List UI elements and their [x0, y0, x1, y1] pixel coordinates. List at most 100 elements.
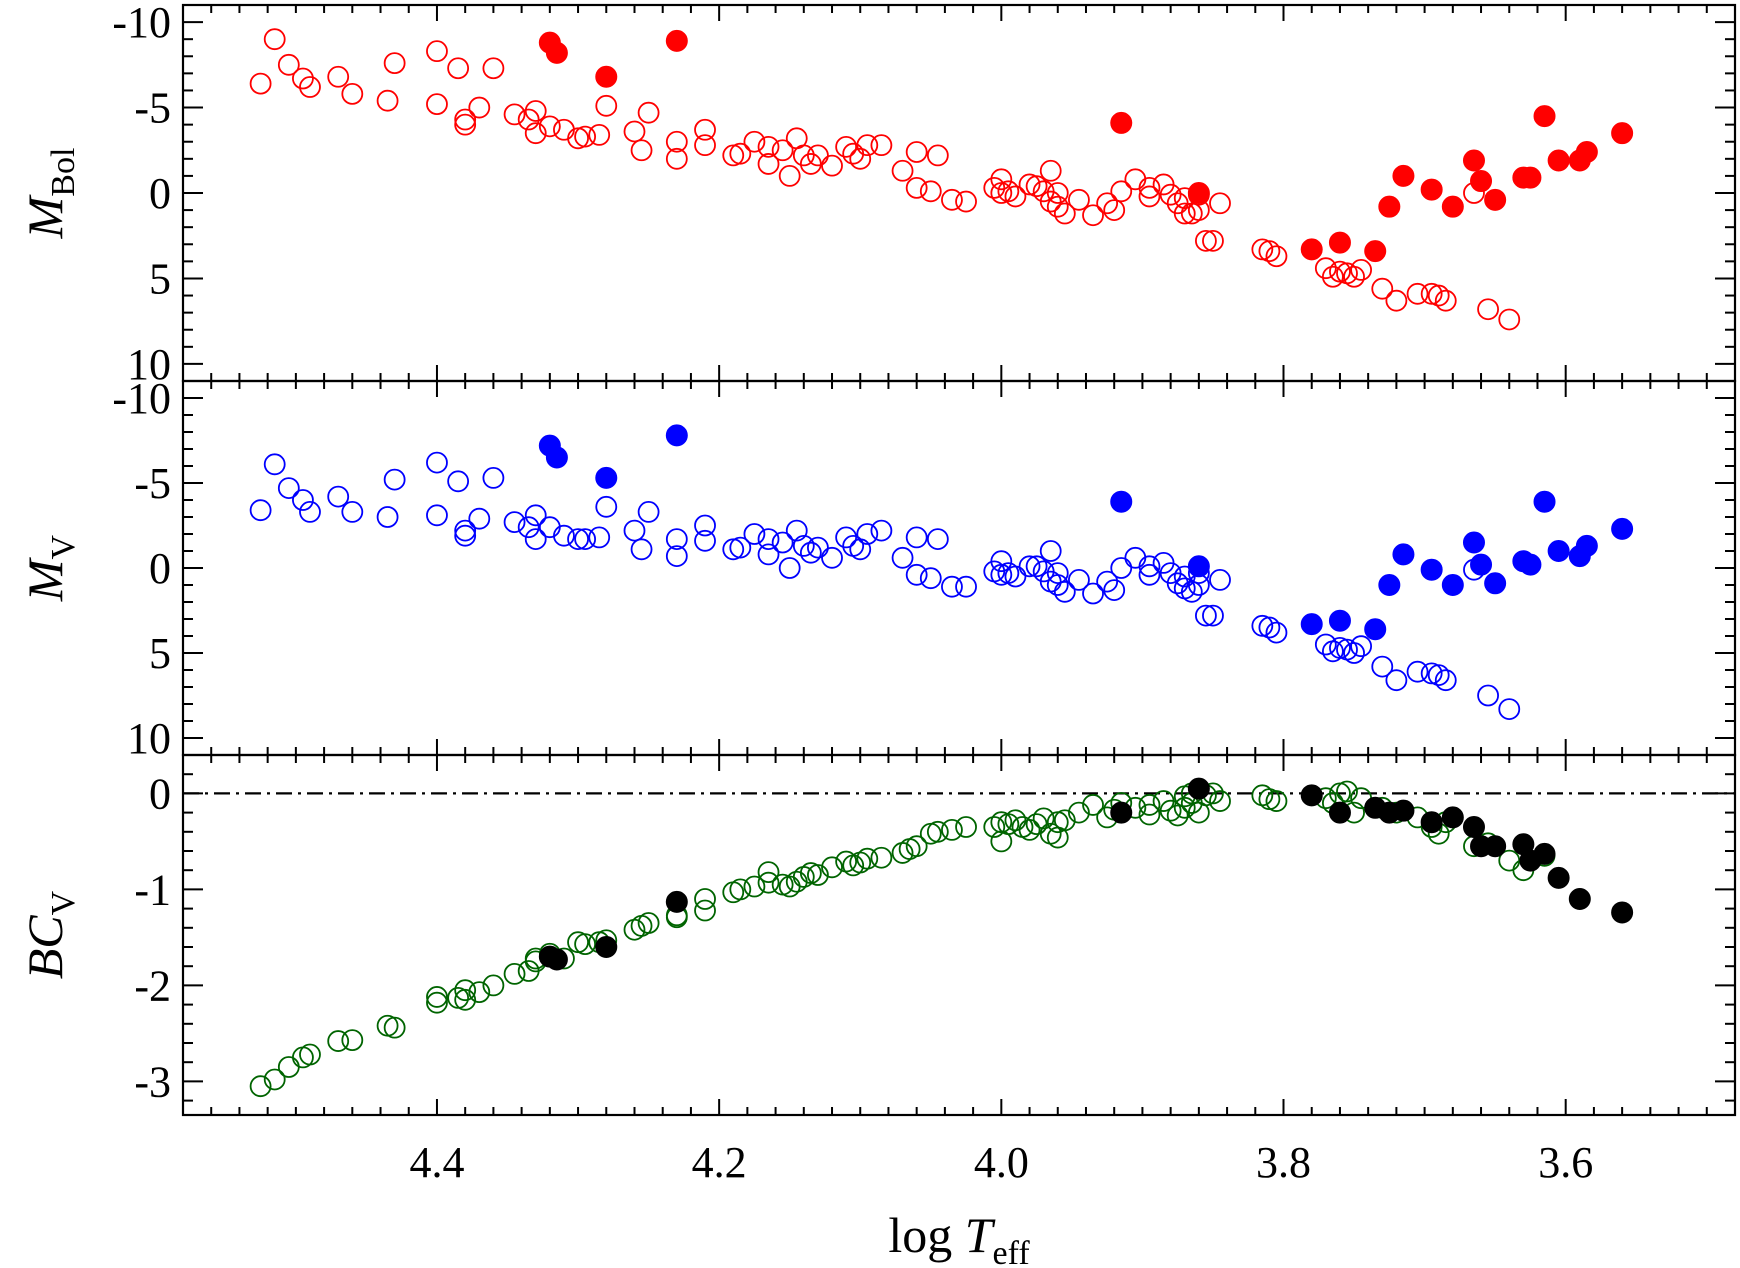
open-point [990, 550, 1013, 573]
open-point [771, 873, 794, 896]
open-point [567, 528, 589, 550]
y-tick-label: -5 [134, 84, 171, 133]
open-point [376, 506, 399, 528]
filled-point [1462, 531, 1485, 554]
open-point [1046, 574, 1069, 596]
open-point [1434, 289, 1457, 312]
open-point [694, 514, 716, 537]
open-point [778, 557, 801, 579]
filled-point [1441, 806, 1464, 829]
filled-point [665, 890, 688, 913]
open-point [468, 96, 491, 119]
open-point [1046, 811, 1069, 834]
open-point [376, 1014, 399, 1037]
filled-point [1300, 238, 1323, 261]
open-point [1350, 635, 1373, 658]
open-point [426, 986, 448, 1008]
open-point [1314, 633, 1337, 656]
y-tick-label: 10 [127, 714, 171, 763]
open-point [757, 528, 780, 550]
open-point [1039, 159, 1062, 182]
open-point [1385, 669, 1408, 692]
open-point [729, 536, 752, 559]
filled-point [1470, 553, 1493, 576]
open-point [835, 526, 858, 549]
open-point [1343, 265, 1365, 288]
open-point [1018, 818, 1041, 841]
filled-point [1187, 182, 1210, 204]
filled-point [1378, 195, 1401, 218]
open-point [249, 499, 272, 522]
filled-point [1392, 799, 1415, 822]
open-point [292, 489, 314, 511]
open-point [553, 524, 575, 547]
open-point [1406, 660, 1429, 683]
open-point [1427, 284, 1450, 307]
filled-point [1420, 558, 1443, 581]
open-point [905, 563, 928, 586]
open-point [919, 567, 942, 590]
y-tick-label: 0 [149, 544, 171, 593]
open-point [1258, 616, 1281, 639]
open-point [1068, 801, 1090, 824]
open-point [722, 538, 745, 561]
y-tick-label: 5 [149, 629, 171, 678]
open-point [376, 89, 399, 112]
open-point [454, 979, 477, 1002]
open-point [799, 153, 822, 175]
open-point [729, 878, 752, 901]
filled-point [1462, 149, 1485, 172]
filled-point [1611, 517, 1634, 540]
open-point [905, 141, 928, 163]
open-point [482, 57, 505, 80]
filled-point [665, 424, 688, 447]
open-point [665, 130, 688, 153]
panel-bcv: 0 -1 -2 -3 BCV [17, 753, 1737, 1117]
open-point [778, 875, 801, 898]
open-point [1159, 183, 1182, 206]
open-point [1195, 604, 1217, 627]
open-point [454, 988, 477, 1011]
open-point [743, 130, 766, 153]
open-point [454, 113, 477, 136]
filled-point [595, 936, 618, 958]
open-point [426, 504, 448, 527]
filled-point [1519, 166, 1542, 189]
open-point [807, 864, 829, 886]
open-point [1046, 195, 1069, 218]
open-point [1124, 546, 1147, 569]
open-point [538, 516, 561, 539]
open-point [983, 816, 1006, 838]
open-point [743, 523, 766, 545]
filled-point [665, 29, 688, 52]
open-point [588, 526, 611, 549]
open-point [327, 485, 350, 508]
filled-point [1187, 555, 1210, 578]
open-point [468, 981, 491, 1004]
y-tick-label: -2 [134, 961, 171, 1010]
open-point [799, 862, 822, 884]
open-point [517, 108, 540, 131]
open-point [299, 500, 321, 523]
open-point [503, 962, 526, 985]
open-point [383, 52, 406, 75]
open-point [426, 991, 448, 1014]
open-point [1477, 684, 1499, 707]
filled-point [1470, 170, 1493, 193]
open-point [1385, 289, 1408, 312]
open-point [454, 108, 477, 131]
open-point [1046, 182, 1069, 204]
open-point [1096, 192, 1119, 215]
open-point [1138, 563, 1161, 586]
open-point [807, 144, 829, 167]
open-point [990, 168, 1013, 191]
open-point [1406, 282, 1429, 305]
open-point [835, 135, 858, 158]
open-point [729, 142, 752, 165]
y-tick-label: -3 [134, 1057, 171, 1106]
open-point [856, 847, 879, 870]
open-point [1314, 257, 1337, 280]
open-point [870, 846, 893, 869]
open-point [299, 1043, 321, 1066]
open-point [1096, 570, 1119, 593]
